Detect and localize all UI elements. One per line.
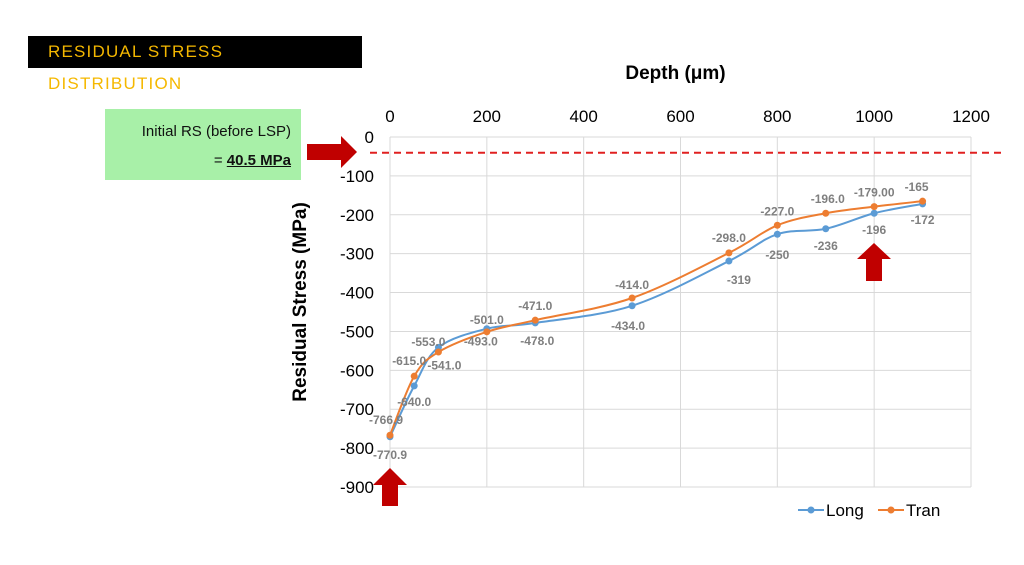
tran-data-point: [725, 249, 733, 257]
long-data-point: [628, 302, 636, 310]
long-data-label: -172: [911, 213, 935, 227]
y-tick-label: -600: [340, 361, 374, 380]
tran-data-point: [434, 348, 442, 356]
slide-title: RESIDUAL STRESS DISTRIBUTION: [28, 36, 362, 93]
callout-equals: =: [213, 152, 227, 169]
long-data-label: -250: [765, 248, 789, 262]
tran-data-point: [628, 294, 636, 302]
long-data-label: -236: [814, 239, 838, 253]
y-tick-label: -300: [340, 245, 374, 264]
tran-data-label: -196.0: [811, 192, 845, 206]
tran-data-point: [822, 209, 830, 217]
legend-tran-marker: [887, 506, 895, 514]
x-axis-title: Depth (μm): [625, 63, 725, 84]
long-data-point: [822, 225, 830, 233]
x-tick-label: 200: [473, 107, 501, 126]
tran-data-point: [773, 221, 781, 229]
long-data-point: [773, 230, 781, 238]
tran-data-label: -414.0: [615, 278, 649, 292]
tran-data-label: -553.0: [411, 335, 445, 349]
callout-value: 40.5 MPa: [226, 152, 291, 169]
y-tick-label: -200: [340, 206, 374, 225]
slide-title-text: RESIDUAL STRESS DISTRIBUTION: [48, 42, 224, 93]
arrow-up-1000um-icon: [857, 243, 891, 281]
long-data-label: -319: [727, 273, 751, 287]
legend-long-marker: [807, 506, 815, 514]
tran-data-point: [483, 328, 491, 336]
tran-data-label: -501.0: [470, 313, 504, 327]
tran-data-label: -165: [905, 180, 929, 194]
tran-data-label: -471.0: [518, 299, 552, 313]
tran-data-point: [870, 203, 878, 211]
long-data-label: -770.9: [373, 448, 407, 462]
long-data-label: -478.0: [520, 334, 554, 348]
y-tick-label: -500: [340, 322, 374, 341]
legend-long-label: Long: [826, 501, 864, 520]
y-axis-title: Residual Stress (MPa): [290, 202, 311, 402]
tran-data-point: [531, 316, 539, 324]
tran-data-label: -179.00: [854, 186, 895, 200]
initial-rs-callout: Initial RS (before LSP) = 40.5 MPa: [105, 109, 301, 180]
arrow-right-to-reference-icon: [307, 136, 357, 168]
callout-value-line: = 40.5 MPa: [214, 152, 291, 169]
y-tick-label: -700: [340, 400, 374, 419]
long-data-point: [410, 382, 418, 390]
long-data-label: -640.0: [397, 395, 431, 409]
legend-tran-label: Tran: [906, 501, 940, 520]
tran-data-point: [410, 372, 418, 380]
x-tick-label: 400: [569, 107, 597, 126]
tran-data-label: -766.9: [369, 413, 403, 427]
y-tick-label: -900: [340, 478, 374, 497]
x-tick-label: 800: [763, 107, 791, 126]
long-data-label: -541.0: [427, 358, 461, 372]
tran-data-label: -298.0: [712, 231, 746, 245]
long-data-point: [870, 209, 878, 217]
x-tick-label: 1000: [855, 107, 893, 126]
y-tick-label: -400: [340, 284, 374, 303]
x-tick-label: 0: [385, 107, 394, 126]
callout-label: Initial RS (before LSP): [141, 123, 291, 140]
y-tick-label: -800: [340, 439, 374, 458]
long-data-label: -493.0: [464, 335, 498, 349]
long-data-point: [725, 257, 733, 265]
arrow-up-surface-icon: [373, 468, 407, 506]
tran-data-label: -615.0: [392, 354, 426, 368]
y-tick-label: 0: [365, 128, 374, 147]
tran-data-point: [386, 431, 394, 439]
y-tick-label: -100: [340, 167, 374, 186]
x-tick-label: 1200: [952, 107, 990, 126]
tran-data-point: [919, 197, 927, 205]
tran-data-label: -227.0: [760, 204, 794, 218]
long-data-label: -434.0: [611, 319, 645, 333]
long-data-label: -196: [862, 223, 886, 237]
x-tick-label: 600: [666, 107, 694, 126]
